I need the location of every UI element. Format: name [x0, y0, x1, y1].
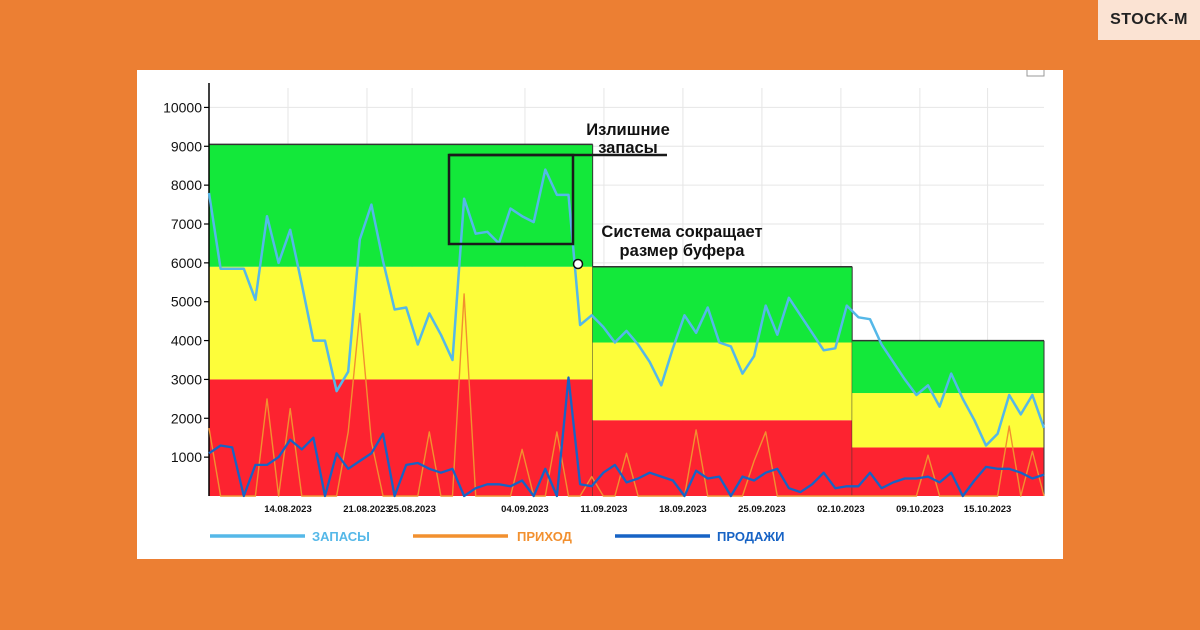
y-tick-label: 10000 — [163, 99, 202, 115]
y-tick-label: 5000 — [171, 294, 202, 310]
legend-label-3: ПРОДАЖИ — [717, 529, 785, 544]
buffer-change-marker — [572, 258, 584, 270]
chart-card: 1000 2000 3000 4000 5000 6000 7000 8000 9000 1000… — [137, 70, 1063, 559]
zone-yellow-2 — [592, 342, 853, 421]
y-tick-label: 2000 — [171, 410, 202, 426]
stock-m-logo: STOCK-M — [1098, 0, 1200, 40]
x-tick-label: 25.09.2023 — [738, 504, 786, 515]
y-tick-label: 9000 — [171, 138, 202, 154]
zone-green-1 — [209, 144, 593, 267]
annotation-buffer-line1: Система сокращает — [601, 223, 762, 241]
series-line-1 — [207, 168, 1046, 447]
series-line-3 — [208, 376, 1045, 498]
zone-yellow-3 — [852, 393, 1044, 448]
y-tick-label: 8000 — [171, 177, 202, 193]
y-tick-label: 1000 — [171, 449, 202, 465]
legend-label-1: ЗАПАСЫ — [312, 529, 370, 544]
series-line-2 — [208, 293, 1045, 497]
corner-icon — [1026, 70, 1045, 77]
zone-yellow-1 — [209, 266, 593, 380]
buffer-chart: 1000 2000 3000 4000 5000 6000 7000 8000 9000 1000… — [163, 70, 1046, 544]
x-tick-label: 04.09.2023 — [501, 504, 549, 515]
x-tick-label: 18.09.2023 — [659, 504, 707, 515]
annotation-excess-line2: запасы — [598, 139, 658, 157]
x-tick-label: 14.08.2023 — [264, 504, 312, 515]
x-tick-label: 21.08.2023 — [343, 504, 391, 515]
y-tick-label: 4000 — [171, 333, 202, 349]
x-tick-label: 15.10.2023 — [964, 504, 1012, 515]
x-tick-label: 02.10.2023 — [817, 504, 865, 515]
x-tick-label: 09.10.2023 — [896, 504, 944, 515]
y-tick-label: 7000 — [171, 216, 202, 232]
y-tick-label: 6000 — [171, 255, 202, 271]
annotation-excess-line1: Излишние — [586, 121, 670, 139]
legend-label-2: ПРИХОД — [517, 529, 573, 544]
annotation-buffer-line2: размер буфера — [620, 242, 746, 260]
logo-text: STOCK-M — [1110, 11, 1188, 28]
zone-green-2 — [592, 266, 853, 343]
y-tick-label: 3000 — [171, 371, 202, 387]
x-tick-label: 11.09.2023 — [580, 504, 627, 515]
x-tick-label: 25.08.2023 — [388, 504, 436, 515]
